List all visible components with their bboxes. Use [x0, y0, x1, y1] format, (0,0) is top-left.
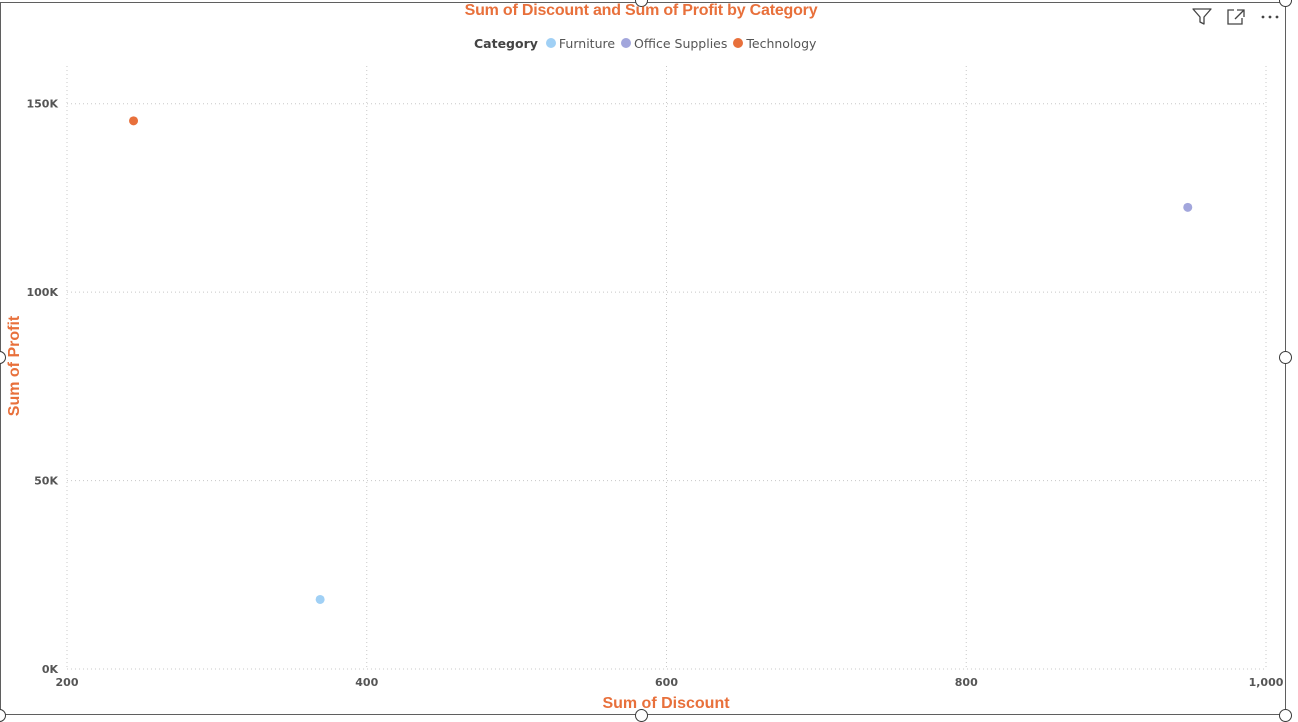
legend-marker-technology — [733, 38, 744, 48]
y-tick-label: 150K — [27, 98, 59, 111]
y-axis-title: Sum of Profit — [6, 315, 23, 416]
legend-marker-office-supplies — [621, 38, 632, 48]
x-axis-title: Sum of Discount — [602, 695, 730, 712]
legend-item-office-supplies[interactable]: Office Supplies — [621, 36, 727, 51]
filter-icon — [1192, 8, 1212, 25]
data-point-office-supplies[interactable] — [1183, 202, 1193, 212]
data-points — [129, 116, 1193, 604]
x-tick-label: 200 — [56, 676, 79, 689]
legend-label-technology: Technology — [746, 35, 817, 51]
legend-item-furniture[interactable]: Furniture — [545, 35, 616, 51]
chart-title: Sum of Discount and Sum of Profit by Cat… — [464, 2, 818, 19]
focus-mode-button[interactable] — [1224, 6, 1248, 28]
filter-button[interactable] — [1190, 6, 1214, 28]
x-tick-label: 600 — [655, 676, 678, 689]
legend-marker-furniture — [545, 38, 556, 48]
x-tick-label: 1,000 — [1249, 676, 1284, 689]
more-options-icon — [1261, 15, 1279, 19]
data-point-technology[interactable] — [129, 116, 139, 126]
y-tick-label: 100K — [27, 286, 59, 299]
y-tick-label: 50K — [34, 475, 58, 488]
x-tick-label: 400 — [355, 676, 378, 689]
chart-legend: Category Furniture Office Supplies Techn… — [474, 34, 822, 52]
legend-label-office-supplies: Office Supplies — [634, 35, 728, 51]
x-tick-label: 800 — [955, 676, 978, 689]
y-axis-ticks: 0K 50K 100K 150K — [27, 98, 59, 676]
more-options-button[interactable] — [1258, 6, 1282, 28]
legend-item-technology[interactable]: Technology — [733, 36, 816, 51]
y-tick-label: 0K — [42, 663, 59, 676]
gridlines — [66, 66, 1267, 670]
visual-header-toolbar — [1180, 6, 1282, 28]
legend-title: Category — [474, 35, 538, 51]
resize-handle-right[interactable] — [1279, 351, 1292, 364]
focus-mode-icon — [1227, 9, 1245, 25]
legend-label-furniture: Furniture — [558, 35, 616, 51]
data-point-furniture[interactable] — [315, 594, 325, 604]
x-axis-ticks: 200 400 600 800 1,000 — [56, 676, 1284, 689]
